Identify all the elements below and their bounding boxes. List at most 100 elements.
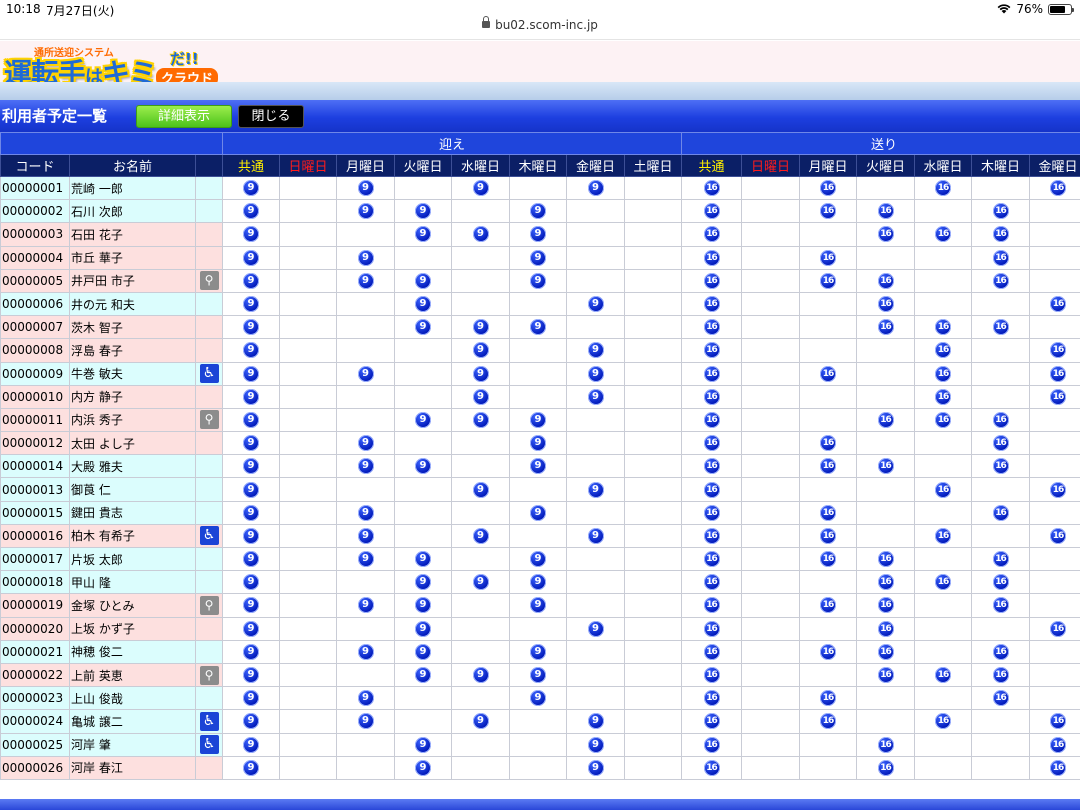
dropoff-cell[interactable]: 16 <box>856 291 916 317</box>
dropoff-cell[interactable]: 16 <box>681 662 743 688</box>
dropoff-cell[interactable] <box>914 546 973 572</box>
pickup-cell[interactable] <box>451 593 511 618</box>
table-row[interactable]: 00000005 井戸田 市子 ⚲ 9 9 9 9 16 16 16 16 <box>0 268 1080 293</box>
pickup-cell[interactable]: 9 <box>336 639 396 664</box>
pickup-cell[interactable] <box>279 407 338 433</box>
pickup-cell[interactable]: 9 <box>222 315 281 340</box>
user-code[interactable]: 00000012 <box>0 431 70 456</box>
dropoff-cell[interactable]: 16 <box>681 454 743 479</box>
dropoff-cell[interactable] <box>741 454 801 479</box>
pickup-cell[interactable] <box>509 732 568 757</box>
detail-view-button[interactable]: 詳細表示 <box>136 105 232 128</box>
pickup-cell[interactable] <box>509 477 568 502</box>
pickup-cell[interactable]: 9 <box>222 407 281 433</box>
pickup-cell[interactable]: 9 <box>394 546 453 572</box>
pickup-cell[interactable]: 9 <box>222 454 281 479</box>
dropoff-cell[interactable]: 16 <box>1029 291 1080 317</box>
user-name[interactable]: 内方 静子 <box>69 384 196 409</box>
pickup-cell[interactable] <box>509 709 568 734</box>
dropoff-cell[interactable]: 16 <box>1029 616 1080 641</box>
dropoff-cell[interactable]: 16 <box>856 268 916 293</box>
pickup-cell[interactable] <box>509 523 568 549</box>
pickup-cell[interactable] <box>509 755 568 780</box>
dropoff-cell[interactable]: 16 <box>681 431 743 456</box>
dropoff-cell[interactable]: 16 <box>971 222 1031 247</box>
pickup-cell[interactable]: 9 <box>509 431 568 456</box>
dropoff-cell[interactable]: 16 <box>681 222 743 247</box>
pickup-cell[interactable] <box>279 268 338 293</box>
pickup-cell[interactable] <box>336 662 396 688</box>
pickup-cell[interactable] <box>451 616 511 641</box>
pickup-cell[interactable] <box>279 477 338 502</box>
pickup-cell[interactable] <box>566 245 626 270</box>
pickup-cell[interactable] <box>279 199 338 224</box>
user-name[interactable]: 柏木 有希子 <box>69 523 196 549</box>
dropoff-cell[interactable]: 16 <box>1029 361 1080 386</box>
table-row[interactable]: 00000021 神穂 俊二 9 9 9 9 16 16 16 16 <box>0 639 1080 664</box>
user-name[interactable]: 井の元 和夫 <box>69 291 196 317</box>
pickup-cell[interactable] <box>279 431 338 456</box>
close-button[interactable]: 閉じる <box>238 105 304 128</box>
pickup-cell[interactable]: 9 <box>336 523 396 549</box>
table-row[interactable]: 00000001 荒崎 一郎 9 9 9 9 16 16 16 16 <box>0 175 1080 201</box>
dropoff-cell[interactable]: 16 <box>799 268 858 293</box>
dropoff-cell[interactable] <box>914 454 973 479</box>
dropoff-cell[interactable]: 16 <box>681 315 743 340</box>
user-name[interactable]: 茨木 智子 <box>69 315 196 340</box>
pickup-cell[interactable] <box>336 338 396 363</box>
table-row[interactable]: 00000023 上山 俊哉 9 9 9 16 16 16 <box>0 686 1080 711</box>
pickup-cell[interactable] <box>279 175 338 201</box>
pickup-cell[interactable]: 9 <box>336 361 396 386</box>
dropoff-cell[interactable]: 16 <box>681 175 743 201</box>
pickup-cell[interactable] <box>279 315 338 340</box>
dropoff-cell[interactable] <box>971 523 1031 549</box>
dropoff-cell[interactable] <box>971 338 1031 363</box>
dropoff-cell[interactable] <box>741 755 801 780</box>
dropoff-cell[interactable] <box>856 686 916 711</box>
pickup-cell[interactable] <box>394 384 453 409</box>
dropoff-cell[interactable]: 16 <box>1029 175 1080 201</box>
pickup-cell[interactable] <box>566 199 626 224</box>
dropoff-cell[interactable]: 16 <box>681 593 743 618</box>
dropoff-cell[interactable]: 16 <box>914 175 973 201</box>
dropoff-cell[interactable] <box>799 315 858 340</box>
user-code[interactable]: 00000023 <box>0 686 70 711</box>
dropoff-cell[interactable] <box>741 175 801 201</box>
user-name[interactable]: 上坂 かず子 <box>69 616 196 641</box>
pickup-cell[interactable]: 9 <box>222 361 281 386</box>
user-code[interactable]: 00000007 <box>0 315 70 340</box>
dropoff-cell[interactable] <box>741 709 801 734</box>
pickup-cell[interactable] <box>394 686 453 711</box>
pickup-cell[interactable] <box>279 546 338 572</box>
pickup-cell[interactable] <box>394 431 453 456</box>
dropoff-cell[interactable] <box>856 709 916 734</box>
dropoff-cell[interactable] <box>971 616 1031 641</box>
table-row[interactable]: 00000009 牛巻 敏夫 ♿ 9 9 9 9 16 16 16 16 <box>0 361 1080 386</box>
user-code[interactable]: 00000026 <box>0 755 70 780</box>
dropoff-cell[interactable]: 16 <box>681 500 743 525</box>
dropoff-cell[interactable]: 16 <box>681 407 743 433</box>
table-row[interactable]: 00000018 甲山 隆 9 9 9 9 16 16 16 16 <box>0 570 1080 595</box>
dropoff-cell[interactable] <box>1029 639 1080 664</box>
pickup-cell[interactable] <box>336 477 396 502</box>
pickup-cell[interactable]: 9 <box>566 616 626 641</box>
pickup-cell[interactable]: 9 <box>509 268 568 293</box>
pickup-cell[interactable] <box>624 523 683 549</box>
user-name[interactable]: 大殿 雅夫 <box>69 454 196 479</box>
pickup-cell[interactable] <box>624 361 683 386</box>
dropoff-cell[interactable]: 16 <box>914 407 973 433</box>
pickup-cell[interactable] <box>566 268 626 293</box>
dropoff-cell[interactable] <box>741 315 801 340</box>
table-row[interactable]: 00000011 内浜 秀子 ⚲ 9 9 9 9 16 16 16 16 <box>0 407 1080 433</box>
dropoff-cell[interactable]: 16 <box>971 500 1031 525</box>
dropoff-cell[interactable]: 16 <box>971 686 1031 711</box>
user-name[interactable]: 鍵田 貴志 <box>69 500 196 525</box>
dropoff-cell[interactable] <box>971 384 1031 409</box>
dropoff-cell[interactable] <box>799 755 858 780</box>
pickup-cell[interactable] <box>451 199 511 224</box>
dropoff-cell[interactable]: 16 <box>914 338 973 363</box>
pickup-cell[interactable] <box>624 222 683 247</box>
dropoff-cell[interactable]: 16 <box>914 523 973 549</box>
dropoff-cell[interactable]: 16 <box>856 662 916 688</box>
pickup-cell[interactable] <box>279 338 338 363</box>
